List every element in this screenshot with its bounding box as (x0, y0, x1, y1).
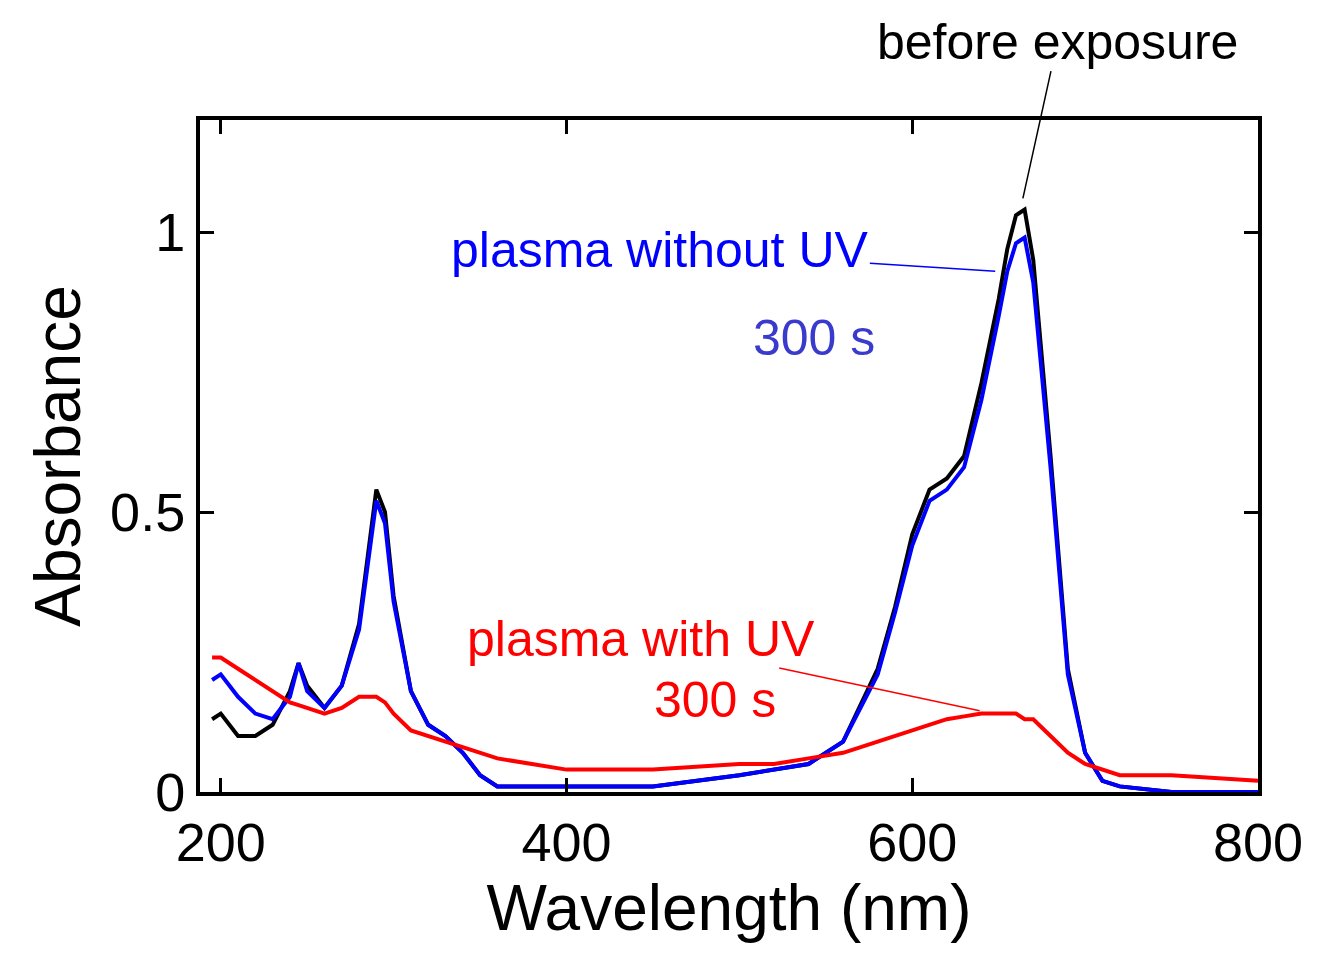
svg-text:Wavelength (nm): Wavelength (nm) (487, 872, 972, 944)
svg-text:Absorbance: Absorbance (22, 285, 94, 627)
svg-text:plasma with UV: plasma with UV (467, 611, 815, 667)
svg-text:800: 800 (1213, 812, 1303, 872)
svg-text:300 s: 300 s (753, 310, 875, 366)
svg-text:0: 0 (155, 762, 185, 822)
svg-text:400: 400 (521, 812, 611, 872)
svg-text:0.5: 0.5 (110, 482, 185, 542)
svg-text:plasma without UV: plasma without UV (451, 222, 868, 278)
svg-text:300 s: 300 s (654, 672, 776, 728)
svg-text:600: 600 (867, 812, 957, 872)
svg-text:1: 1 (155, 202, 185, 262)
svg-text:before exposure: before exposure (877, 14, 1238, 70)
svg-text:200: 200 (176, 812, 266, 872)
